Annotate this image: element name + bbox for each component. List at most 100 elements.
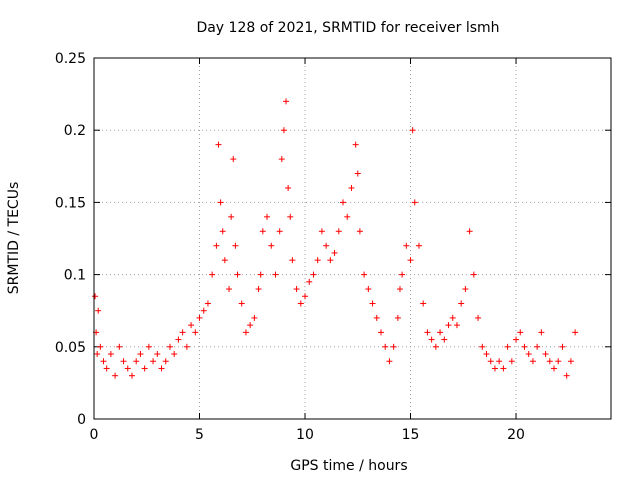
data-point	[483, 351, 490, 358]
data-point	[542, 351, 549, 358]
data-point	[432, 343, 439, 350]
data-point	[257, 271, 264, 278]
data-point	[396, 286, 403, 293]
data-point	[361, 271, 368, 278]
data-point	[445, 322, 452, 329]
x-axis-label: GPS time / hours	[290, 458, 407, 474]
data-point	[462, 286, 469, 293]
data-point	[259, 228, 266, 235]
data-point	[344, 213, 351, 220]
data-point	[289, 257, 296, 264]
x-tick-label: 15	[402, 427, 420, 443]
data-point	[183, 343, 190, 350]
data-point	[424, 329, 431, 336]
data-point	[559, 343, 566, 350]
data-point	[538, 329, 545, 336]
data-point	[226, 286, 233, 293]
data-point	[411, 199, 418, 206]
data-point	[234, 271, 241, 278]
data-point	[120, 358, 127, 365]
data-point	[327, 257, 334, 264]
data-point	[232, 242, 239, 249]
data-point	[285, 184, 292, 191]
data-point	[534, 343, 541, 350]
data-point	[390, 343, 397, 350]
data-point	[517, 329, 524, 336]
data-point	[409, 127, 416, 134]
data-point	[352, 141, 359, 148]
data-points	[92, 98, 579, 379]
data-point	[166, 343, 173, 350]
x-tick-label: 5	[195, 427, 204, 443]
data-point	[230, 156, 237, 163]
data-point	[356, 228, 363, 235]
data-point	[318, 228, 325, 235]
data-point	[255, 286, 262, 293]
data-point	[314, 257, 321, 264]
data-point	[228, 213, 235, 220]
data-point	[145, 343, 152, 350]
data-point	[158, 365, 165, 372]
y-tick-label: 0.05	[55, 340, 86, 356]
data-point	[331, 249, 338, 256]
data-point	[162, 358, 169, 365]
data-point	[154, 351, 161, 358]
y-tick-label: 0.2	[64, 123, 86, 139]
data-point	[94, 351, 101, 358]
data-point	[449, 314, 456, 321]
data-point	[407, 257, 414, 264]
y-tick-label: 0.25	[55, 51, 86, 67]
data-point	[100, 358, 107, 365]
data-point	[133, 358, 140, 365]
data-point	[323, 242, 330, 249]
x-tick-label: 10	[296, 427, 314, 443]
data-point	[247, 322, 254, 329]
data-point	[563, 372, 570, 379]
data-point	[188, 322, 195, 329]
data-point	[238, 300, 245, 307]
data-point	[529, 358, 536, 365]
data-point	[504, 343, 511, 350]
y-tick-label: 0.15	[55, 195, 86, 211]
data-point	[420, 300, 427, 307]
data-point	[213, 242, 220, 249]
data-point	[441, 336, 448, 343]
data-point	[513, 336, 520, 343]
data-point	[373, 314, 380, 321]
data-point	[137, 351, 144, 358]
data-point	[310, 271, 317, 278]
data-point	[555, 358, 562, 365]
data-point	[200, 307, 207, 314]
data-point	[107, 351, 114, 358]
data-point	[268, 242, 275, 249]
data-point	[280, 127, 287, 134]
data-point	[525, 351, 532, 358]
data-point	[196, 314, 203, 321]
data-point	[251, 314, 258, 321]
data-point	[175, 336, 182, 343]
data-point	[399, 271, 406, 278]
x-tick-label: 0	[90, 427, 99, 443]
data-point	[141, 365, 148, 372]
x-tick-label: 20	[507, 427, 525, 443]
data-point	[112, 372, 119, 379]
data-point	[365, 286, 372, 293]
data-point	[475, 314, 482, 321]
data-point	[466, 228, 473, 235]
data-point	[377, 329, 384, 336]
grid-lines	[94, 58, 611, 419]
data-point	[209, 271, 216, 278]
data-point	[394, 314, 401, 321]
data-point	[479, 343, 486, 350]
data-point	[491, 365, 498, 372]
data-point	[546, 358, 553, 365]
data-point	[128, 372, 135, 379]
data-point	[382, 343, 389, 350]
data-point	[217, 199, 224, 206]
data-point	[508, 358, 515, 365]
y-axis-label: SRMTID / TECUs	[6, 182, 22, 295]
data-point	[415, 242, 422, 249]
data-point	[521, 343, 528, 350]
data-point	[215, 141, 222, 148]
